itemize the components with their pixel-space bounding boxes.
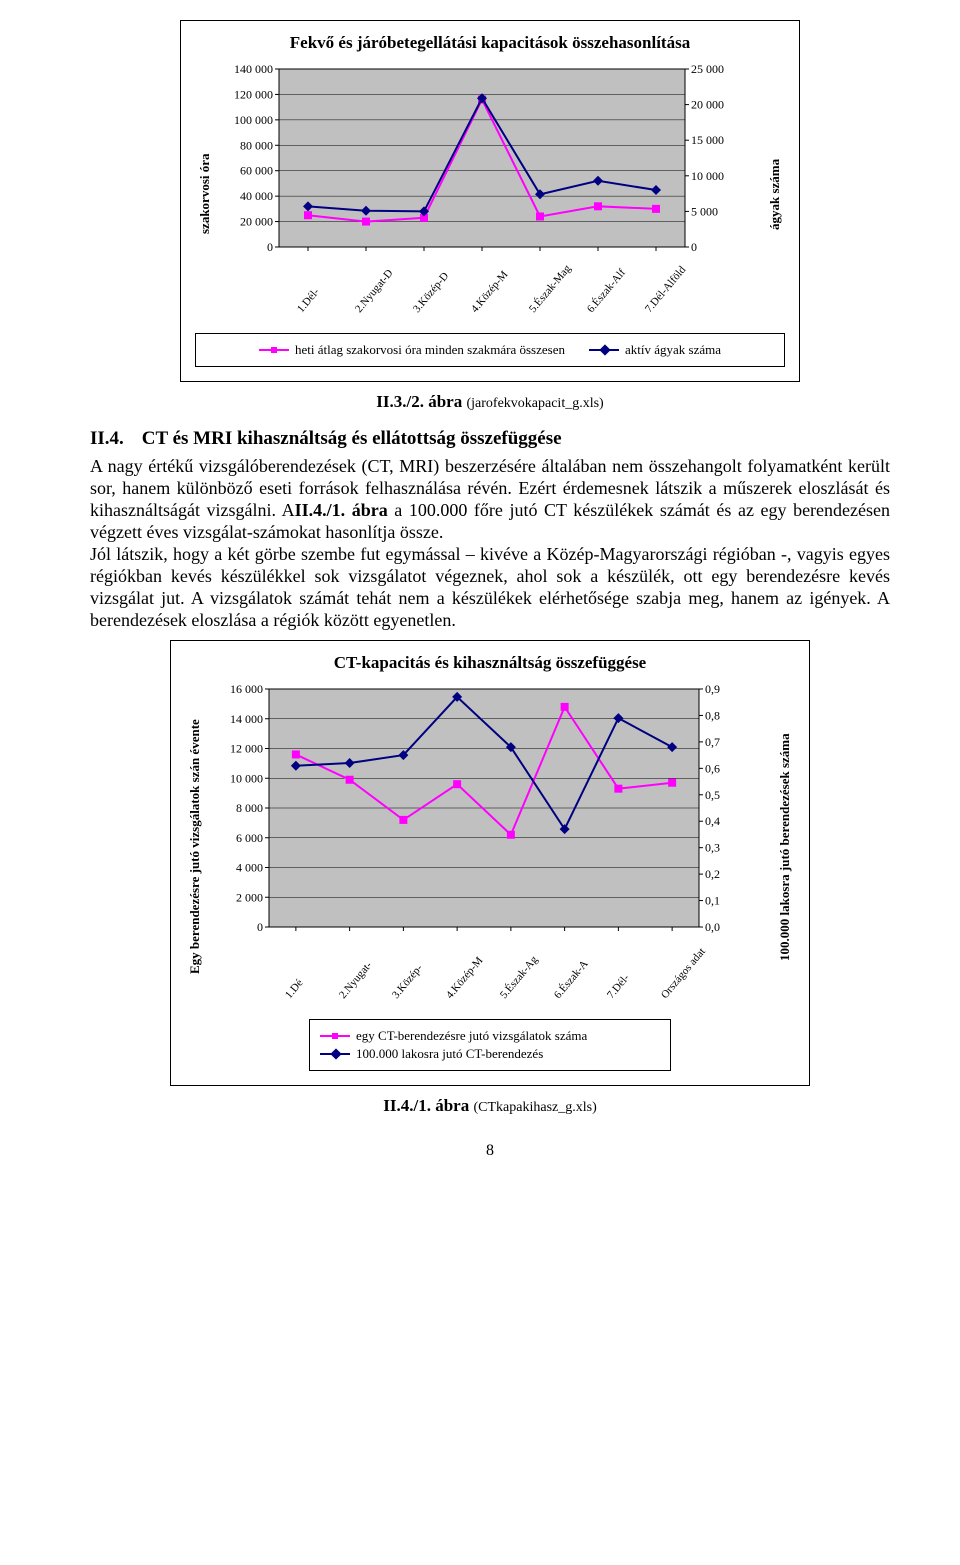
page-number: 8 bbox=[90, 1142, 890, 1160]
svg-text:100 000: 100 000 bbox=[234, 113, 273, 127]
chart1-legend: heti átlag szakorvosi óra minden szakmár… bbox=[195, 333, 785, 367]
caption-ref: II.3./2. ábra bbox=[376, 392, 462, 411]
svg-text:0: 0 bbox=[691, 240, 697, 253]
legend-label: 100.000 lakosra jutó CT-berendezés bbox=[356, 1046, 543, 1062]
svg-text:0,3: 0,3 bbox=[705, 841, 720, 855]
section-title: CT és MRI kihasználtság és ellátottság ö… bbox=[142, 428, 562, 450]
x-category-label: 7.Dél-Alföld bbox=[643, 264, 689, 315]
svg-text:15 000: 15 000 bbox=[691, 134, 724, 148]
svg-text:0,7: 0,7 bbox=[705, 735, 720, 749]
legend-marker-diamond-icon bbox=[589, 345, 619, 355]
document-page: Fekvő és járóbetegellátási kapacitások ö… bbox=[0, 0, 960, 1190]
legend-marker-square-icon bbox=[259, 345, 289, 355]
x-category-label: 1.Dé bbox=[283, 978, 306, 1002]
x-category-label: 3.Közép- bbox=[390, 963, 425, 1002]
chart1-left-axis-label: szakorvosi óra bbox=[195, 63, 215, 325]
chart2-title: CT-kapacitás és kihasználtság összefüggé… bbox=[185, 653, 795, 673]
svg-text:2 000: 2 000 bbox=[236, 891, 263, 905]
chart2-legend-item-1: 100.000 lakosra jutó CT-berendezés bbox=[320, 1046, 660, 1062]
chart-ct-kapacitas: CT-kapacitás és kihasználtság összefüggé… bbox=[170, 640, 810, 1086]
x-category-label: 6.Észak-Alf bbox=[585, 267, 628, 315]
svg-text:80 000: 80 000 bbox=[240, 139, 273, 153]
svg-text:0,6: 0,6 bbox=[705, 762, 720, 776]
x-category-label: 2.Nyugat- bbox=[336, 960, 374, 1002]
svg-text:0,5: 0,5 bbox=[705, 788, 720, 802]
chart2-plot: Egy berendezésre jutó vizsgálatok szán é… bbox=[185, 683, 795, 1011]
svg-text:120 000: 120 000 bbox=[234, 88, 273, 102]
svg-text:0,9: 0,9 bbox=[705, 683, 720, 696]
chart1-right-axis-label: ágyak száma bbox=[765, 63, 785, 325]
chart1-plot: szakorvosi óra 0 20 000 40 000 60 000 80 000… bbox=[195, 63, 785, 325]
caption-file: (jarofekvokapacit_g.xls) bbox=[466, 396, 603, 411]
svg-text:60 000: 60 000 bbox=[240, 164, 273, 178]
legend-label: egy CT-berendezésre jutó vizsgálatok szá… bbox=[356, 1028, 587, 1044]
svg-text:10 000: 10 000 bbox=[691, 169, 724, 183]
chart2-left-axis-label: Egy berendezésre jutó vizsgálatok szán é… bbox=[185, 683, 205, 1011]
svg-text:0: 0 bbox=[257, 920, 263, 933]
svg-text:10 000: 10 000 bbox=[230, 772, 263, 786]
svg-text:5 000: 5 000 bbox=[691, 205, 718, 219]
x-category-label: Országos adat bbox=[659, 946, 708, 1001]
x-category-label: 5.Észak-Ag bbox=[498, 954, 540, 1001]
x-category-label: 4.Közép-M bbox=[469, 269, 511, 315]
chart2-legend: egy CT-berendezésre jutó vizsgálatok szá… bbox=[309, 1019, 671, 1071]
x-category-label: 3.Közép-D bbox=[411, 270, 451, 315]
svg-text:0,8: 0,8 bbox=[705, 709, 720, 723]
svg-text:16 000: 16 000 bbox=[230, 683, 263, 696]
legend-marker-square-icon bbox=[320, 1031, 350, 1041]
chart1-legend-item-0: heti átlag szakorvosi óra minden szakmár… bbox=[259, 342, 565, 358]
x-category-label: 4.Közép-M bbox=[444, 955, 486, 1001]
chart2-legend-item-0: egy CT-berendezésre jutó vizsgálatok szá… bbox=[320, 1028, 660, 1044]
svg-text:12 000: 12 000 bbox=[230, 742, 263, 756]
x-category-label: 5.Észak-Mag bbox=[527, 263, 574, 315]
svg-text:20 000: 20 000 bbox=[691, 98, 724, 112]
para-bold-ref: II.4./1. ábra bbox=[295, 500, 388, 520]
svg-text:0,1: 0,1 bbox=[705, 894, 720, 908]
caption-ref: II.4./1. ábra bbox=[383, 1096, 469, 1115]
x-category-label: 2.Nyugat-D bbox=[353, 268, 396, 316]
svg-text:25 000: 25 000 bbox=[691, 63, 724, 76]
body-paragraph: A nagy értékű vizsgálóberendezések (CT, … bbox=[90, 456, 890, 632]
chart2-right-axis-label: 100.000 lakosra jutó berendezések száma bbox=[775, 683, 795, 1011]
x-category-label: 6.Észak-A bbox=[551, 958, 590, 1001]
legend-label: aktív ágyak száma bbox=[625, 342, 721, 358]
svg-text:20 000: 20 000 bbox=[240, 215, 273, 229]
svg-text:6 000: 6 000 bbox=[236, 831, 263, 845]
svg-text:4 000: 4 000 bbox=[236, 861, 263, 875]
chart2-svg: 0 2 000 4 000 6 000 8 000 10 000 12 000 14 000 1… bbox=[205, 683, 745, 933]
chart2-xcats: 1.Dé 2.Nyugat- 3.Közép- 4.Közép-M 5.Észak-Ag… bbox=[269, 933, 729, 1011]
svg-text:0,2: 0,2 bbox=[705, 868, 720, 882]
section-number: II.4. bbox=[90, 428, 124, 450]
legend-marker-diamond-icon bbox=[320, 1049, 350, 1059]
svg-text:140 000: 140 000 bbox=[234, 63, 273, 76]
caption-file: (CTkapakihasz_g.xls) bbox=[473, 1100, 596, 1115]
chart2-caption: II.4./1. ábra (CTkapakihasz_g.xls) bbox=[90, 1096, 890, 1116]
chart1-legend-item-1: aktív ágyak száma bbox=[589, 342, 721, 358]
svg-text:40 000: 40 000 bbox=[240, 190, 273, 204]
chart1-xcats: 1.Dél- 2.Nyugat-D 3.Közép-D 4.Közép-M 5.Észa… bbox=[279, 253, 715, 325]
chart1-caption: II.3./2. ábra (jarofekvokapacit_g.xls) bbox=[90, 392, 890, 412]
chart1-svg: 0 20 000 40 000 60 000 80 000 100 000 120 000 1… bbox=[215, 63, 735, 253]
chart1-title: Fekvő és járóbetegellátási kapacitások ö… bbox=[195, 33, 785, 53]
x-category-label: 7.Dél- bbox=[605, 972, 632, 1001]
svg-text:0: 0 bbox=[267, 240, 273, 253]
svg-text:0,0: 0,0 bbox=[705, 920, 720, 933]
svg-text:8 000: 8 000 bbox=[236, 801, 263, 815]
section-heading: II.4. CT és MRI kihasználtság és ellátot… bbox=[90, 428, 890, 450]
x-category-label: 1.Dél- bbox=[295, 286, 322, 315]
svg-text:14 000: 14 000 bbox=[230, 712, 263, 726]
chart-fekvo-jaro: Fekvő és járóbetegellátási kapacitások ö… bbox=[180, 20, 800, 382]
legend-label: heti átlag szakorvosi óra minden szakmár… bbox=[295, 342, 565, 358]
svg-text:0,4: 0,4 bbox=[705, 815, 720, 829]
